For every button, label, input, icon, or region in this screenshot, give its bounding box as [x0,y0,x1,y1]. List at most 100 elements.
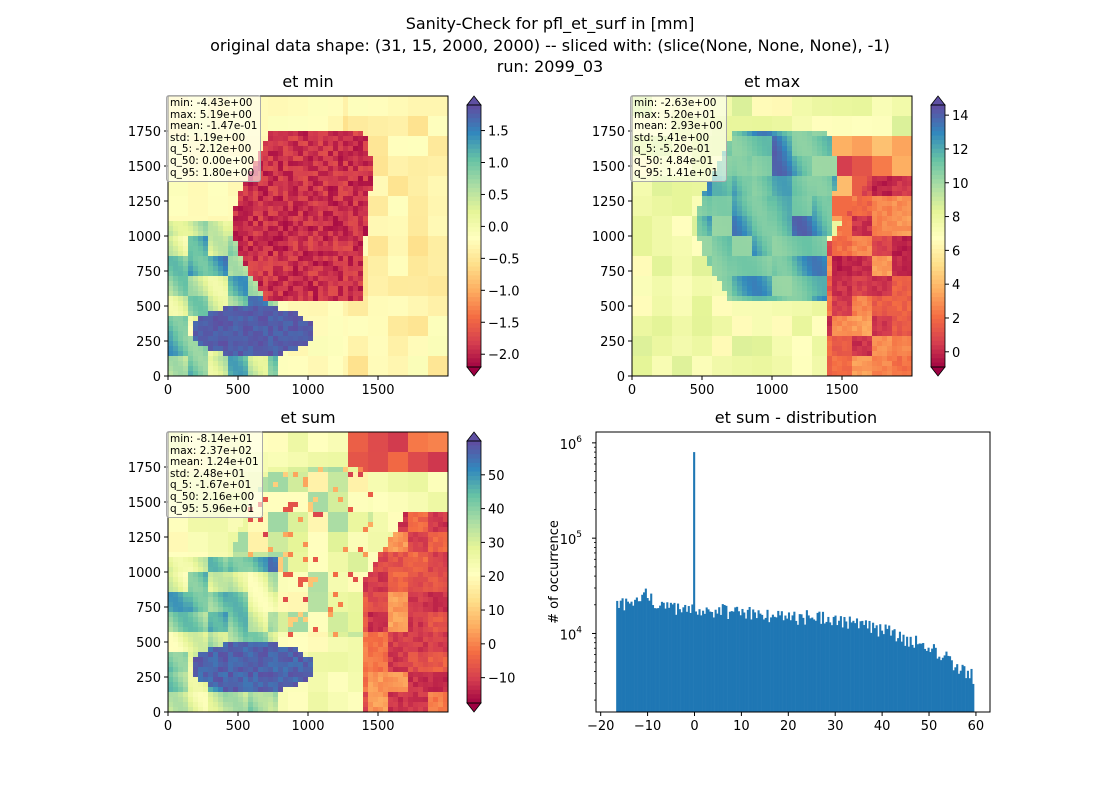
heatmap-cell [388,286,394,292]
heatmap-cell [333,201,339,207]
heatmap-cell [183,276,189,282]
heatmap-cell [438,241,444,247]
heatmap-cell [637,241,643,247]
heatmap-cell [408,216,414,222]
heatmap-cell [767,161,773,167]
heatmap-cell [418,111,424,117]
heatmap-cell [433,166,439,172]
heatmap-cell [373,111,379,117]
heatmap-cell [752,191,758,197]
heatmap-cell [288,366,294,372]
heatmap-cell [787,136,793,142]
heatmap-cell [268,256,274,262]
heatmap-cell [388,351,394,357]
heatmap-cell [328,101,334,107]
heatmap-cell [707,316,713,322]
heatmap-cell [657,251,663,257]
heatmap-cell [328,291,334,297]
heatmap-cell [288,216,294,222]
heatmap-cell [318,126,324,132]
heatmap-cell [258,206,264,212]
heatmap-cell [782,291,788,297]
heatmap-cell [727,371,733,377]
heatmap-cell [388,126,394,132]
heatmap-cell [423,236,429,242]
heatmap-cell [363,156,369,162]
heatmap-cell [268,326,274,332]
heatmap-cell [403,141,409,147]
heatmap-cell [233,361,239,367]
heatmap-cell [168,241,174,247]
heatmap-cell [662,221,668,227]
heatmap-cell [757,286,763,292]
heatmap-cell [398,261,404,267]
heatmap-cell [632,261,638,267]
heatmap-cell [183,221,189,227]
heatmap-cell [188,231,194,237]
heatmap-cell [717,231,723,237]
heatmap-cell [308,151,314,157]
heatmap-cell [632,241,638,247]
heatmap-cell [173,191,179,197]
heatmap-cell [772,201,778,207]
heatmap-cell [383,151,389,157]
heatmap-cell [433,221,439,227]
heatmap-cell [253,216,259,222]
heatmap-cell [642,271,648,277]
heatmap-cell [413,226,419,232]
heatmap-cell [313,286,319,292]
heatmap-cell [777,141,783,147]
heatmap-cell [173,206,179,212]
heatmap-cell [398,256,404,262]
heatmap-cell [398,96,404,102]
heatmap-cell [318,186,324,192]
heatmap-cell [168,296,174,302]
heatmap-cell [378,201,384,207]
heatmap-cell [767,156,773,162]
heatmap-cell [722,346,728,352]
heatmap-cell [707,261,713,267]
heatmap-cell [652,316,658,322]
heatmap-cell [737,121,743,127]
heatmap-cell [772,106,778,112]
heatmap-cell [742,171,748,177]
heatmap-cell [308,126,314,132]
heatmap-cell [428,171,434,177]
heatmap-cell [328,306,334,312]
heatmap-cell [782,101,788,107]
heatmap-cell [687,186,693,192]
heatmap-cell [767,251,773,257]
heatmap-cell [383,341,389,347]
heatmap-cell [203,301,209,307]
heatmap-cell [757,281,763,287]
heatmap-cell [303,146,309,152]
heatmap-cell [423,181,429,187]
heatmap-cell [403,371,409,377]
heatmap-cell [213,181,219,187]
heatmap-cell [393,141,399,147]
heatmap-cell [178,186,184,192]
heatmap-cell [388,131,394,137]
heatmap-cell [423,296,429,302]
heatmap-cell [443,181,449,187]
heatmap-cell [308,191,314,197]
heatmap-cell [313,351,319,357]
heatmap-cell [278,356,284,362]
heatmap-cell [413,311,419,317]
heatmap-cell [403,96,409,102]
heatmap-cell [273,311,279,317]
heatmap-cell [288,311,294,317]
heatmap-cell [368,311,374,317]
heatmap-cell [363,301,369,307]
heatmap-cell [328,196,334,202]
heatmap-cell [208,351,214,357]
heatmap-cell [782,321,788,327]
heatmap-cell [373,331,379,337]
heatmap-cell [637,366,643,372]
heatmap-cell [348,236,354,242]
heatmap-cell [772,101,778,107]
heatmap-cell [388,281,394,287]
heatmap-cell [298,286,304,292]
heatmap-cell [338,176,344,182]
heatmap-cell [438,271,444,277]
